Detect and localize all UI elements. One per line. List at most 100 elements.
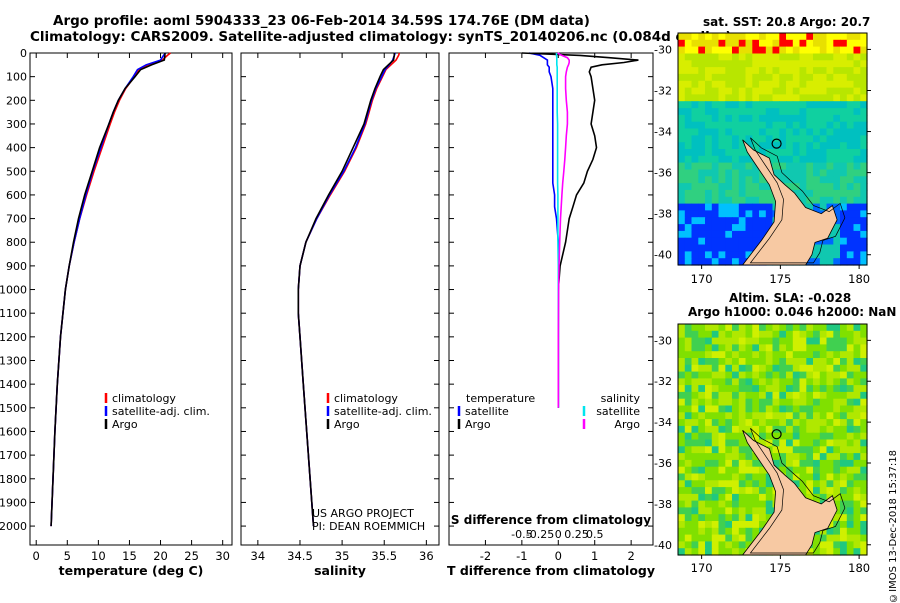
sla-map-cell [819,412,828,420]
sla-map-cell [691,466,699,475]
temperature-legend-label: Argo [112,418,138,431]
sla-map-cell [813,385,821,393]
sst-map-cell [853,108,861,116]
sla-map-cell [792,480,801,488]
sla-map-cell [853,507,861,515]
sla-map-cell [759,425,767,434]
sst-map-cell [698,128,706,136]
sst-map-cell [745,80,753,89]
sst-map-cell [799,135,807,143]
sst-map-cell [725,203,733,211]
sla-map-cell [738,527,747,536]
sst-map-cell [725,210,733,218]
sst-map-cell [705,210,713,218]
sst-map-cell [826,94,834,102]
sst-map-cell [718,155,726,164]
sst-map-cell [765,149,774,157]
sst-map-cell [792,94,801,102]
sst-map-cell [860,162,868,170]
sla-map-cell [779,446,787,454]
sst-map-cell [813,196,821,205]
sst-map-cell [853,101,861,109]
sst-map-cell [705,230,713,239]
sst-map-cell [678,128,686,136]
sst-map-cell [853,155,861,164]
sst-map-cell [765,94,774,102]
sst-map-cell [698,210,706,218]
sst-land-mass [741,139,838,266]
sst-map-cell [711,128,720,136]
sst-map-cell [718,149,726,157]
sst-map-cell [725,94,733,102]
sla-map-cell [678,541,686,549]
sla-map-cell [840,371,848,379]
sst-map-cell [684,169,693,177]
sst-map-cell [711,39,720,48]
sla-map-cell [806,337,814,345]
sst-map-cell [799,183,807,191]
sla-map-cell [759,493,767,502]
sla-map-cell [806,466,814,475]
sst-map-cell [684,203,693,211]
salinity-legend-label: satellite-adj. clim. [334,405,432,418]
sla-map-cell [711,439,720,447]
sla-map-cell [772,378,780,386]
sst-map-cell [846,135,855,143]
sst-map-cell [752,169,760,177]
sla-map-cell [833,344,841,352]
sla-map-cell [738,351,747,359]
sla-map-cell [772,351,780,359]
sst-map-cell [846,224,855,232]
sst-map-cell [725,155,733,164]
sst-map-cell [725,149,733,157]
sla-map-cell [833,534,841,542]
difference-x-axis-label: T difference from climatology [447,563,655,578]
sst-map-cell [840,244,848,252]
sst-map-cell [765,114,774,123]
sla-map-cell [698,364,706,373]
sla-map-cell [786,351,794,359]
sla-map-cell [799,398,807,407]
sst-map-cell [765,142,774,150]
sla-map-cell [799,351,807,359]
salinity-panel-frame [240,52,440,546]
sst-map-cell [759,101,767,109]
sla-map-cell [691,378,699,386]
sst-map-cell [732,244,740,252]
sst-map-cell [711,94,720,102]
sla-map-cell [772,330,780,339]
sla-map-cell [684,324,693,332]
sst-map-cell [786,80,794,89]
sst-map-cell [738,196,747,205]
sla-map-cell [860,548,868,556]
sst-map-cell [813,183,821,191]
sla-map-cell [853,527,861,536]
sla-map-cell [678,439,686,447]
temperature-y-tick-label: 1900 [0,496,27,509]
sla-map-cell [765,330,774,339]
sst-map-cell [711,251,720,259]
sst-map-cell [813,67,821,75]
sla-map-cell [765,385,774,393]
sst-map-cell [860,149,868,157]
sla-map-cell [813,412,821,420]
sst-map-cell [759,53,767,61]
sla-map-cell [711,473,720,481]
sst-map-cell [752,80,760,89]
sst-map-cell [705,33,713,41]
sla-map-cell [745,527,753,536]
sla-map-cell [799,446,807,454]
sla-map-cell [779,412,787,420]
sst-map-cell [725,53,733,61]
sst-map-cell [799,142,807,150]
sla-map-cell [826,405,834,413]
sla-map-cell [853,541,861,549]
sla-map-cell [705,385,713,393]
sst-map-cell [819,189,828,198]
sla-map-cell [732,439,740,447]
sst-map-cell [840,121,848,130]
sla-map-cell [860,351,868,359]
sst-map-cell [833,258,841,266]
sla-map-cell [813,459,821,468]
sst-map-cell [725,87,733,95]
